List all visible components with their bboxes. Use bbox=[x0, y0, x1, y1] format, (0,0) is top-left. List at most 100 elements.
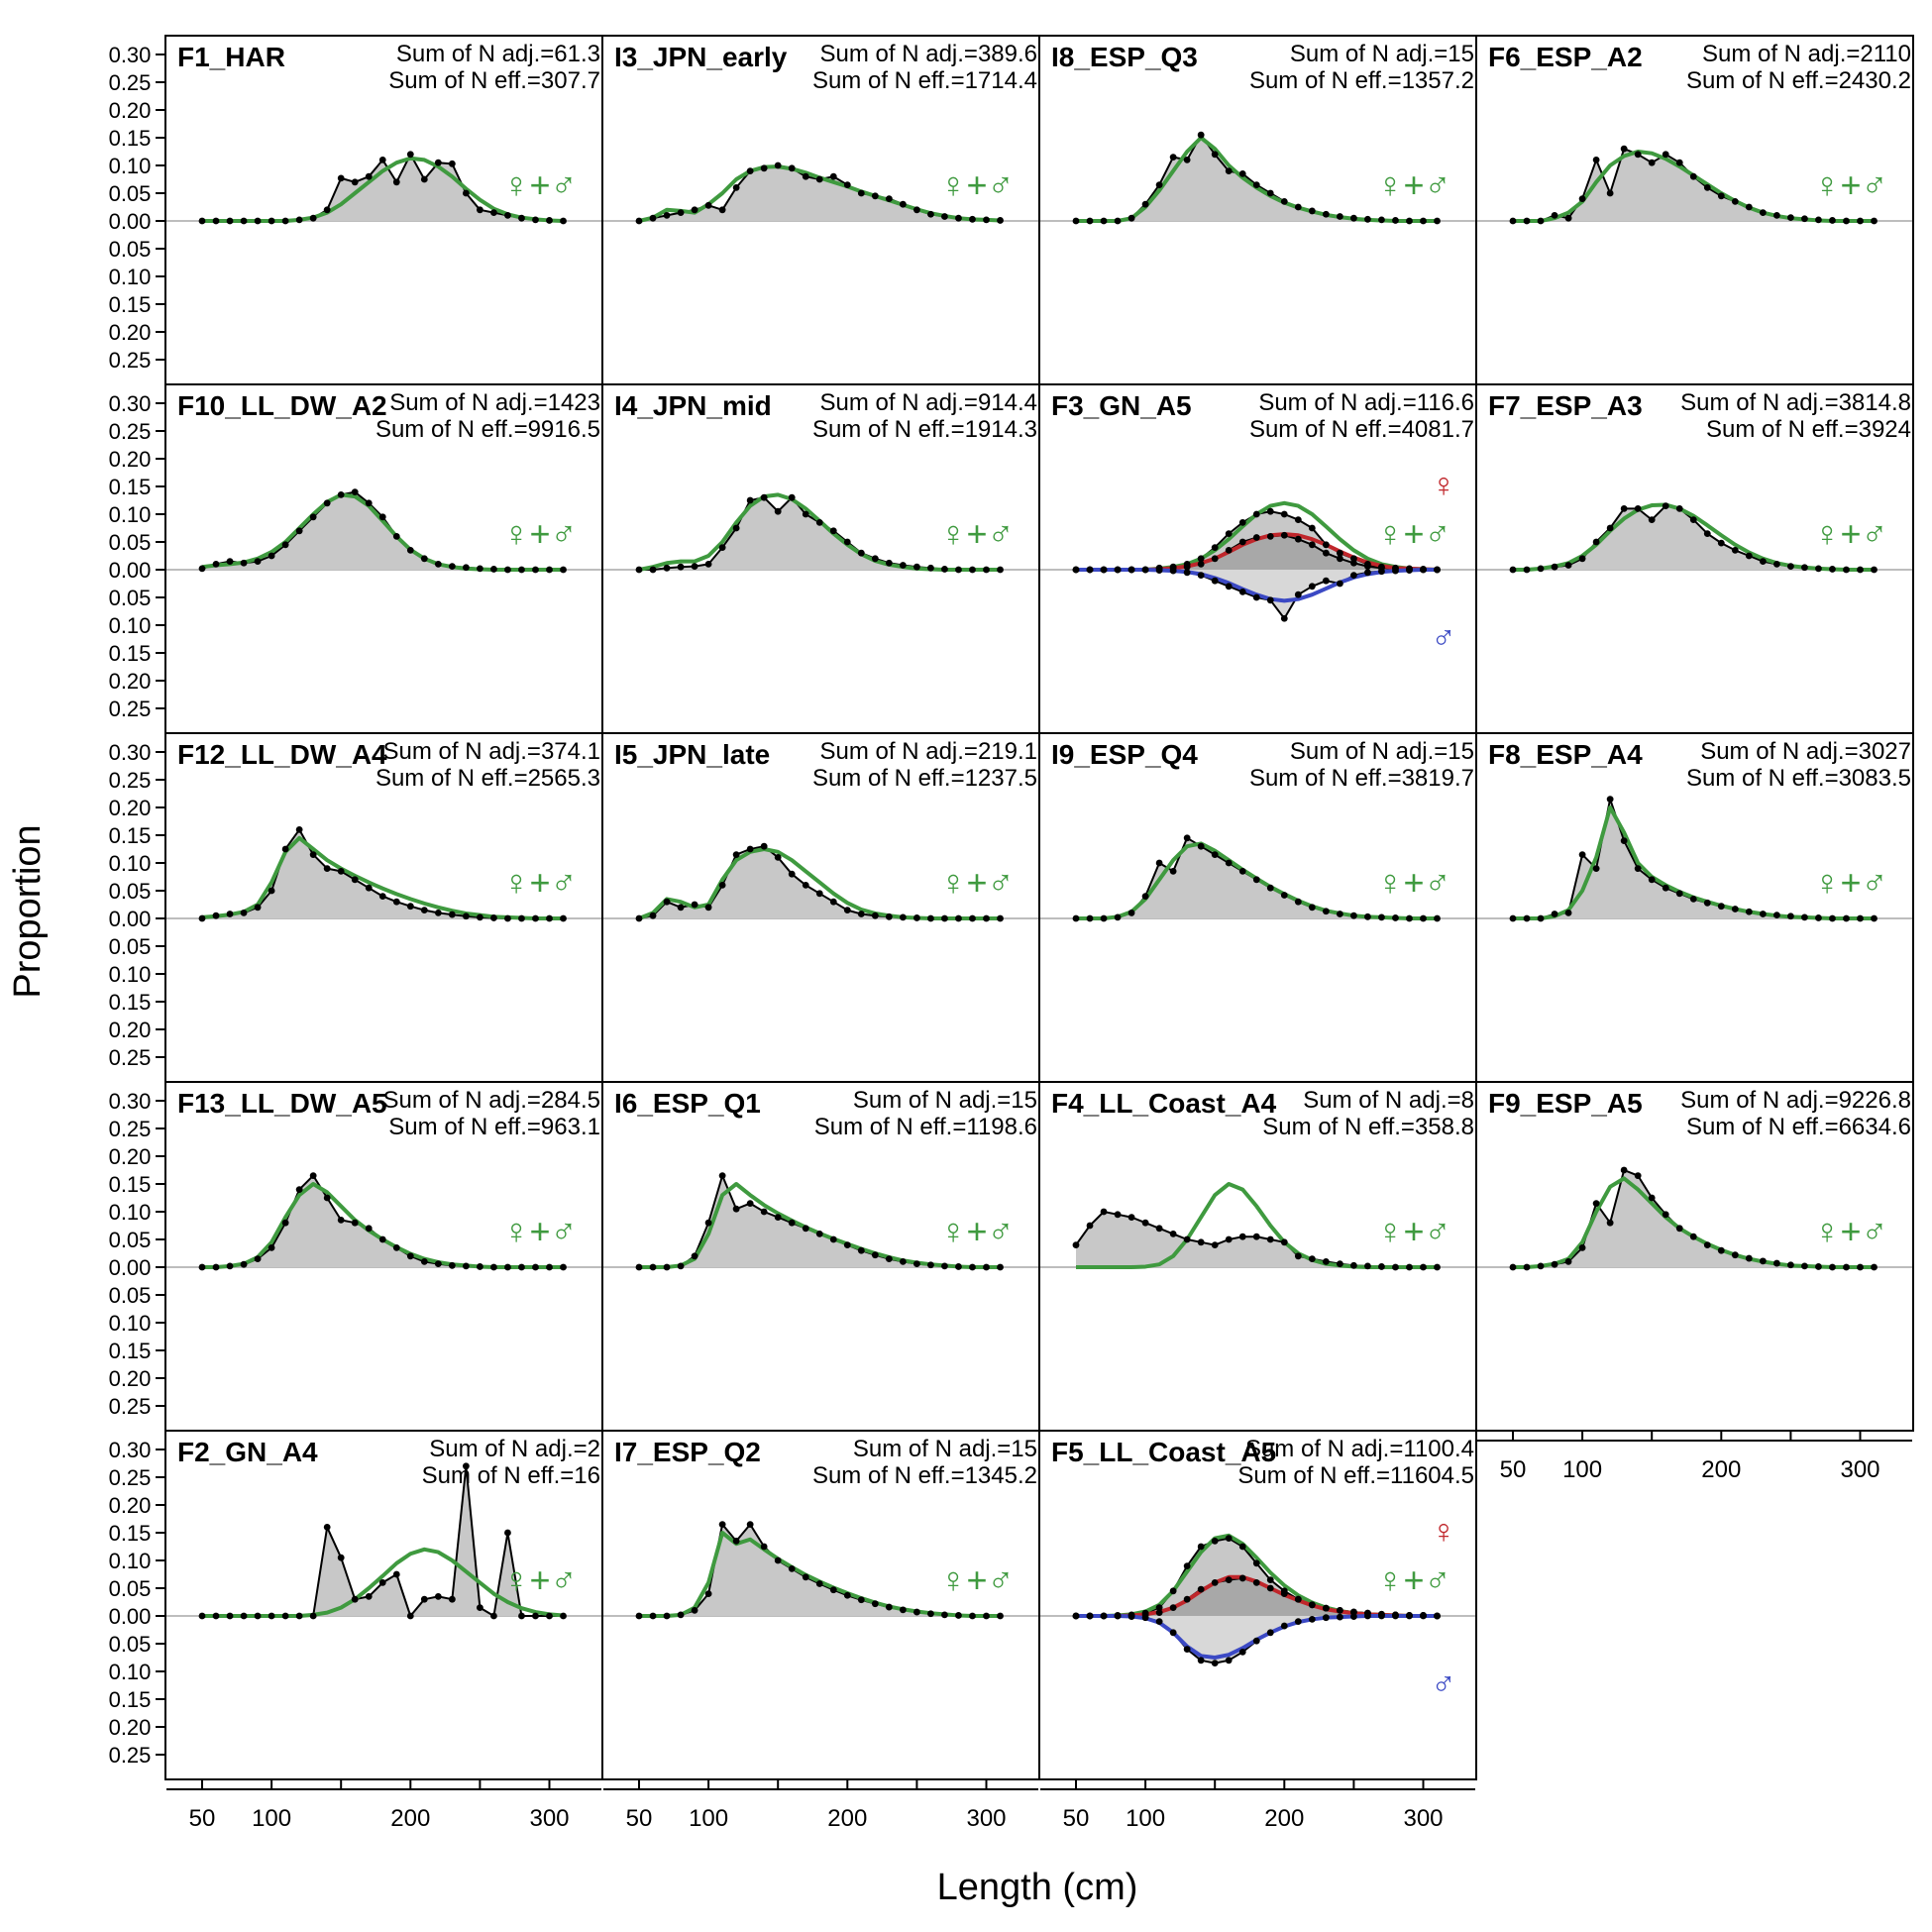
observed-point bbox=[477, 206, 483, 214]
observed-point bbox=[718, 206, 726, 214]
male-observed-point bbox=[1406, 567, 1413, 574]
observed-point bbox=[1225, 1235, 1233, 1243]
male-observed-point bbox=[1350, 572, 1357, 579]
observed-point bbox=[1336, 213, 1343, 220]
observed-point bbox=[518, 214, 525, 222]
female-observed-point bbox=[1238, 1574, 1246, 1582]
observed-point bbox=[815, 175, 823, 183]
observed-point bbox=[254, 558, 262, 565]
sum-n-adj: Sum of N adj.=2 bbox=[429, 1436, 600, 1462]
male-observed-point bbox=[1169, 567, 1177, 575]
observed-point bbox=[1829, 914, 1836, 922]
sum-n-adj: Sum of N adj.=15 bbox=[1290, 738, 1474, 765]
sum-n-adj: Sum of N adj.=61.3 bbox=[396, 41, 600, 67]
observed-point bbox=[1225, 859, 1233, 867]
y-tick-label: 0.15 bbox=[109, 823, 152, 848]
observed-point bbox=[1620, 145, 1628, 153]
observed-point bbox=[1662, 1211, 1669, 1219]
male-observed-point bbox=[1280, 1622, 1288, 1630]
y-tick-label: 0.00 bbox=[109, 907, 152, 931]
observed-point bbox=[490, 914, 497, 921]
observed-point bbox=[212, 1263, 220, 1271]
male-observed-point bbox=[1086, 566, 1094, 574]
male-observed-point bbox=[1434, 566, 1441, 574]
observed-point bbox=[1801, 564, 1808, 572]
sum-n-eff: Sum of N eff.=963.1 bbox=[388, 1114, 600, 1140]
expected-line bbox=[1076, 1182, 1438, 1269]
y-tick-label: 0.05 bbox=[109, 1632, 152, 1657]
y-tick-label: 0.00 bbox=[109, 1255, 152, 1280]
observed-point bbox=[1703, 1241, 1711, 1248]
observed-point bbox=[718, 544, 726, 551]
observed-point bbox=[1578, 195, 1586, 203]
observed-point bbox=[1350, 214, 1357, 222]
observed-point bbox=[198, 217, 206, 225]
observed-point bbox=[546, 1612, 553, 1620]
y-tick-label: 0.10 bbox=[109, 154, 152, 178]
panel-frame bbox=[1038, 1430, 1477, 1780]
sum-n-adj: Sum of N adj.=1423 bbox=[389, 389, 600, 416]
observed-point bbox=[295, 1186, 303, 1193]
male-observed-point bbox=[1252, 593, 1260, 601]
observed-point bbox=[704, 1219, 712, 1227]
observed-point bbox=[983, 1612, 990, 1620]
female-male-symbol: ♀+♂ bbox=[502, 164, 577, 205]
observed-point bbox=[1592, 1200, 1600, 1207]
observed-point bbox=[677, 563, 685, 571]
panel-frame bbox=[1475, 1081, 1914, 1432]
observed-point bbox=[504, 1263, 511, 1271]
observed-point bbox=[774, 854, 782, 861]
observed-point bbox=[829, 898, 837, 906]
observed-point bbox=[913, 1608, 920, 1616]
observed-point bbox=[1523, 566, 1531, 574]
y-tick-label: 0.10 bbox=[109, 1660, 152, 1684]
expected-line bbox=[201, 492, 564, 572]
x-tick-label: 50 bbox=[1063, 1805, 1090, 1832]
observed-point bbox=[899, 1606, 907, 1614]
sum-n-adj: Sum of N adj.=389.6 bbox=[820, 41, 1037, 67]
observed-point bbox=[560, 1612, 567, 1620]
sum-n-eff: Sum of N eff.=16 bbox=[422, 1462, 600, 1489]
observed-area bbox=[639, 1524, 1001, 1616]
observed-point bbox=[1392, 217, 1399, 224]
observed-point bbox=[983, 216, 990, 224]
observed-point bbox=[718, 1172, 726, 1179]
sum-n-adj: Sum of N adj.=15 bbox=[853, 1436, 1037, 1462]
y-tick-label: 0.10 bbox=[109, 1549, 152, 1573]
observed-point bbox=[254, 1612, 262, 1620]
observed-point bbox=[1294, 898, 1302, 906]
observed-point bbox=[518, 566, 525, 574]
observed-point bbox=[1703, 530, 1711, 537]
observed-point bbox=[871, 912, 879, 919]
observed-point bbox=[462, 189, 470, 197]
observed-point bbox=[927, 1261, 934, 1269]
panel-title: I8_ESP_Q3 bbox=[1051, 42, 1198, 72]
observed-point bbox=[857, 1246, 865, 1254]
y-tick-label: 0.10 bbox=[109, 962, 152, 987]
y-tick-label: 0.10 bbox=[109, 502, 152, 527]
observed-point bbox=[802, 510, 809, 518]
observed-point bbox=[1648, 876, 1656, 884]
observed-point bbox=[337, 1217, 345, 1224]
sum-n-eff: Sum of N eff.=1914.3 bbox=[812, 416, 1037, 443]
observed-point bbox=[1815, 1263, 1822, 1270]
observed-point bbox=[309, 513, 317, 521]
observed-point bbox=[1801, 215, 1808, 223]
observed-point bbox=[351, 876, 359, 884]
panel-title: F4_LL_Coast_A4 bbox=[1051, 1088, 1277, 1119]
female-observed-point bbox=[1294, 535, 1302, 543]
female-male-symbol: ♀+♂ bbox=[1376, 1559, 1450, 1600]
observed-point bbox=[1225, 167, 1233, 175]
observed-point bbox=[1801, 913, 1808, 921]
observed-point bbox=[955, 214, 962, 222]
observed-point bbox=[649, 214, 657, 222]
observed-point bbox=[560, 217, 567, 225]
observed-area bbox=[1513, 505, 1875, 570]
observed-point bbox=[1266, 884, 1274, 892]
x-tick-label: 100 bbox=[689, 1805, 728, 1832]
observed-point bbox=[1378, 1263, 1385, 1270]
female-observed-point bbox=[1336, 555, 1343, 563]
observed-point bbox=[1829, 1263, 1836, 1271]
y-tick-label: 0.05 bbox=[109, 530, 152, 555]
